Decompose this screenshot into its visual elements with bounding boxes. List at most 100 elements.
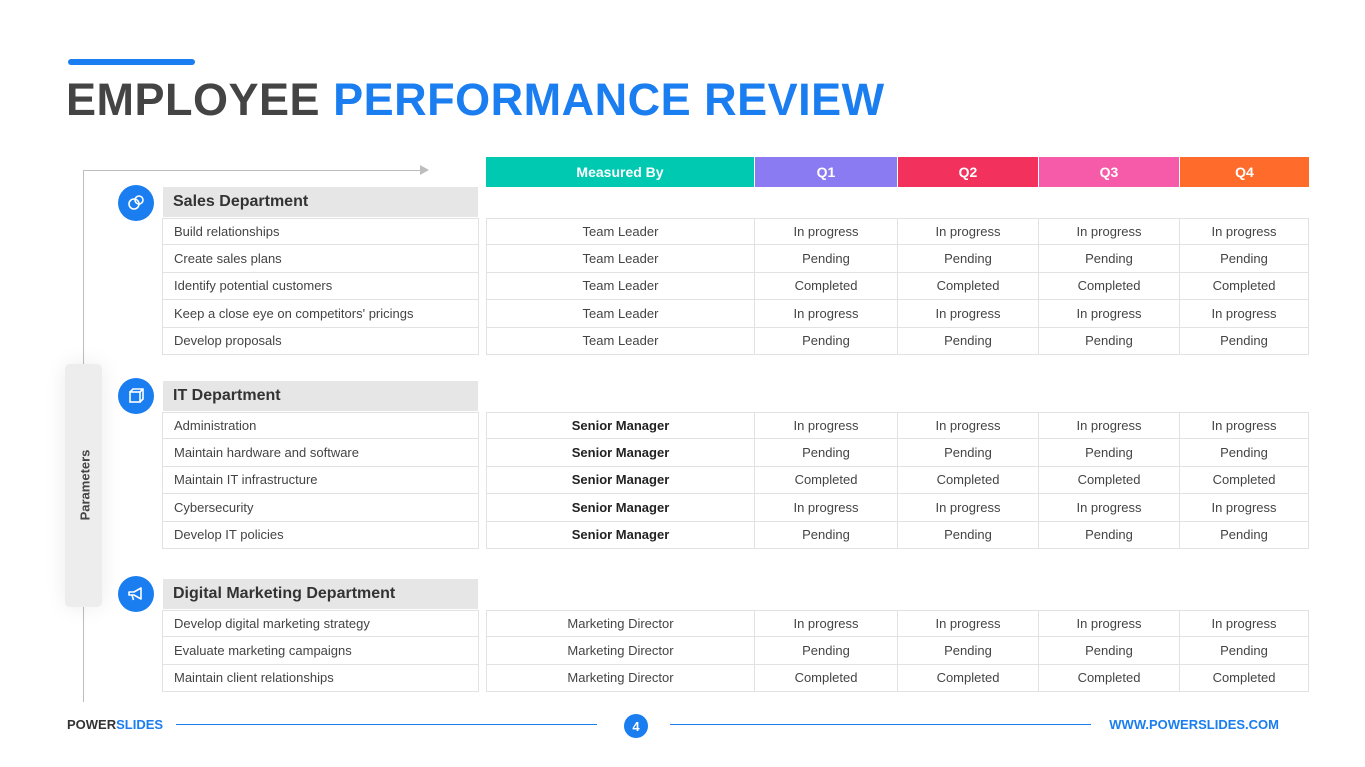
q4-status-cell: In progress: [1180, 412, 1309, 440]
q3-status-cell: In progress: [1039, 412, 1180, 440]
measured-by-cell: Team Leader: [486, 218, 755, 246]
q3-status-cell: Pending: [1039, 521, 1180, 549]
q1-status-cell: In progress: [755, 412, 898, 440]
q3-status-cell: In progress: [1039, 300, 1180, 328]
parameters-label: Parameters: [77, 449, 93, 521]
q1-status-cell: In progress: [755, 218, 898, 246]
measured-by-cell: Senior Manager: [486, 466, 755, 495]
q2-status-cell: Pending: [898, 327, 1039, 355]
department-header: Digital Marketing Department: [163, 579, 478, 609]
q1-status-cell: Pending: [755, 439, 898, 467]
q3-status-cell: Pending: [1039, 439, 1180, 467]
measured-by-cell: Senior Manager: [486, 494, 755, 522]
q3-status-cell: Pending: [1039, 245, 1180, 273]
q4-status-cell: Completed: [1180, 272, 1309, 301]
q4-status-cell: In progress: [1180, 610, 1309, 638]
task-label: Evaluate marketing campaigns: [162, 637, 479, 665]
measured-by-cell: Senior Manager: [486, 439, 755, 467]
q4-status-cell: Pending: [1180, 521, 1309, 549]
measured-by-cell: Team Leader: [486, 245, 755, 273]
q1-status-cell: Pending: [755, 245, 898, 273]
q3-status-cell: Completed: [1039, 272, 1180, 301]
title-accent-bar: [68, 59, 195, 65]
task-label: Maintain IT infrastructure: [162, 466, 479, 495]
column-header-q1: Q1: [755, 157, 897, 187]
q3-status-cell: In progress: [1039, 494, 1180, 522]
q4-status-cell: Pending: [1180, 637, 1309, 665]
footer-line-right: [670, 724, 1091, 725]
column-header-measured-by: Measured By: [486, 157, 754, 187]
title-part-1: EMPLOYEE: [66, 74, 321, 125]
task-label: Administration: [162, 412, 479, 440]
q4-status-cell: In progress: [1180, 494, 1309, 522]
q2-status-cell: In progress: [898, 494, 1039, 522]
measured-by-cell: Senior Manager: [486, 521, 755, 549]
q3-status-cell: Pending: [1039, 637, 1180, 665]
page-number: 4: [624, 714, 648, 738]
q2-status-cell: Pending: [898, 637, 1039, 665]
measured-by-cell: Team Leader: [486, 300, 755, 328]
title-part-2: PERFORMANCE REVIEW: [333, 74, 885, 125]
task-label: Identify potential customers: [162, 272, 479, 301]
q1-status-cell: In progress: [755, 300, 898, 328]
arrow-right-icon: [420, 165, 429, 175]
q3-status-cell: Pending: [1039, 327, 1180, 355]
measured-by-cell: Marketing Director: [486, 664, 755, 693]
q1-status-cell: Completed: [755, 664, 898, 693]
q4-status-cell: In progress: [1180, 218, 1309, 246]
q4-status-cell: Completed: [1180, 664, 1309, 693]
task-label: Maintain hardware and software: [162, 439, 479, 467]
palette-icon: [118, 185, 154, 221]
measured-by-cell: Marketing Director: [486, 610, 755, 638]
task-label: Cybersecurity: [162, 494, 479, 522]
q2-status-cell: Pending: [898, 521, 1039, 549]
measured-by-cell: Team Leader: [486, 327, 755, 355]
axis-horizontal-line: [83, 170, 423, 171]
task-label: Develop digital marketing strategy: [162, 610, 479, 638]
task-label: Keep a close eye on competitors' pricing…: [162, 300, 479, 328]
q2-status-cell: Pending: [898, 439, 1039, 467]
footer-line-left: [176, 724, 597, 725]
task-label: Create sales plans: [162, 245, 479, 273]
q4-status-cell: Completed: [1180, 466, 1309, 495]
q1-status-cell: In progress: [755, 610, 898, 638]
q1-status-cell: Pending: [755, 637, 898, 665]
measured-by-cell: Senior Manager: [486, 412, 755, 440]
q1-status-cell: Completed: [755, 272, 898, 301]
q4-status-cell: In progress: [1180, 300, 1309, 328]
q2-status-cell: In progress: [898, 218, 1039, 246]
department-header: IT Department: [163, 381, 478, 411]
column-header-q3: Q3: [1039, 157, 1179, 187]
q4-status-cell: Pending: [1180, 327, 1309, 355]
task-label: Develop IT policies: [162, 521, 479, 549]
q1-status-cell: In progress: [755, 494, 898, 522]
q2-status-cell: Completed: [898, 664, 1039, 693]
footer-website: WWW.POWERSLIDES.COM: [1109, 717, 1279, 732]
page-title: EMPLOYEE PERFORMANCE REVIEW: [66, 74, 885, 126]
task-label: Maintain client relationships: [162, 664, 479, 693]
q3-status-cell: Completed: [1039, 466, 1180, 495]
q3-status-cell: Completed: [1039, 664, 1180, 693]
megaphone-icon: [118, 576, 154, 612]
q2-status-cell: In progress: [898, 300, 1039, 328]
department-header: Sales Department: [163, 187, 478, 217]
column-header-q4: Q4: [1180, 157, 1309, 187]
q2-status-cell: Completed: [898, 466, 1039, 495]
measured-by-cell: Team Leader: [486, 272, 755, 301]
q1-status-cell: Pending: [755, 521, 898, 549]
q4-status-cell: Pending: [1180, 245, 1309, 273]
task-label: Build relationships: [162, 218, 479, 246]
q2-status-cell: Pending: [898, 245, 1039, 273]
footer-brand-part-1: POWER: [67, 717, 117, 732]
parameters-panel: [65, 364, 102, 607]
q2-status-cell: In progress: [898, 412, 1039, 440]
q4-status-cell: Pending: [1180, 439, 1309, 467]
q2-status-cell: In progress: [898, 610, 1039, 638]
measured-by-cell: Marketing Director: [486, 637, 755, 665]
cube-icon: [118, 378, 154, 414]
q1-status-cell: Completed: [755, 466, 898, 495]
task-label: Develop proposals: [162, 327, 479, 355]
footer-brand-part-2: SLIDES: [116, 717, 164, 732]
column-header-q2: Q2: [898, 157, 1038, 187]
q3-status-cell: In progress: [1039, 610, 1180, 638]
